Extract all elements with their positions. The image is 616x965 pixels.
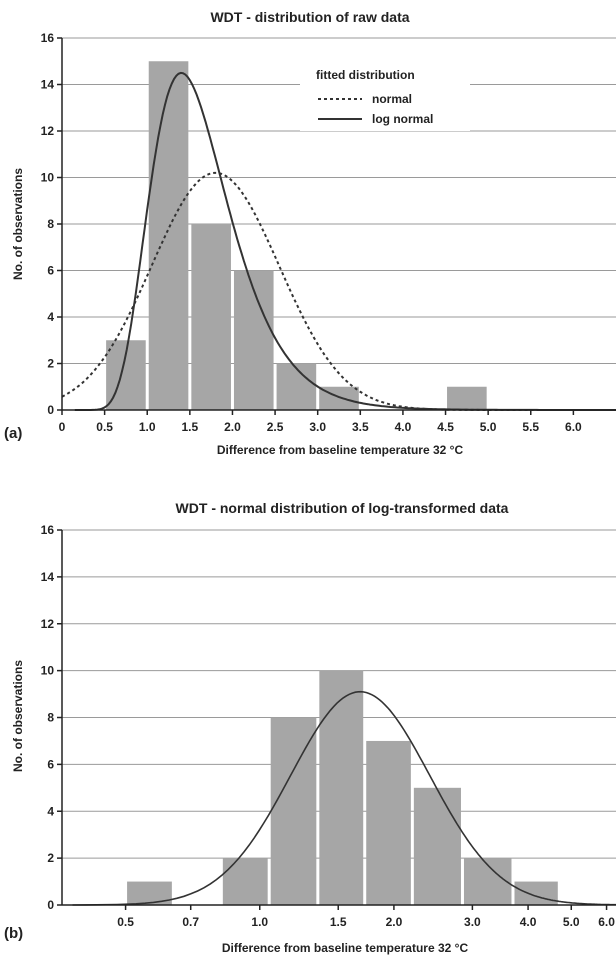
chart-b-y-ticks: 0 2 4 6 8 10 12 14 16 (41, 523, 62, 912)
legend-title: fitted distribution (316, 68, 415, 82)
chart-a-x-axis-label: Difference from baseline temperature 32 … (217, 443, 464, 457)
legend-normal-label: normal (372, 92, 412, 106)
y-tick-label: 8 (47, 217, 54, 231)
x-tick-label: 4.0 (520, 915, 537, 929)
chart-a-y-axis-label: No. of observations (11, 168, 25, 280)
y-tick-label: 0 (47, 898, 54, 912)
histogram-bar (514, 881, 558, 905)
y-tick-label: 2 (47, 851, 54, 865)
chart-panel-a: WDT - distribution of raw data 0 2 4 6 8 10 12… (4, 9, 616, 457)
y-tick-label: 4 (47, 804, 54, 818)
histogram-bar (447, 386, 487, 410)
y-tick-label: 16 (41, 31, 55, 45)
fitted-curve-normal (61, 171, 616, 411)
x-tick-label: 1.5 (330, 915, 347, 929)
histogram-bar (148, 61, 189, 410)
x-tick-label: 6.0 (565, 420, 582, 434)
y-tick-label: 10 (41, 171, 55, 185)
y-tick-label: 0 (47, 403, 54, 417)
x-tick-label: 1.0 (251, 915, 268, 929)
x-tick-label: 4.5 (437, 420, 454, 434)
x-tick-label: 3.5 (352, 420, 369, 434)
y-tick-label: 2 (47, 357, 54, 371)
chart-b-y-axis-label: No. of observations (11, 660, 25, 772)
histogram-bar (276, 363, 317, 410)
chart-panel-b: WDT - normal distribution of log-transfo… (4, 500, 616, 955)
y-tick-label: 16 (41, 523, 55, 537)
x-tick-label: 3.0 (309, 420, 326, 434)
chart-a-bars (106, 61, 487, 410)
y-tick-label: 12 (41, 617, 55, 631)
chart-a-legend: fitted distribution normal log normal (300, 63, 470, 131)
x-tick-label: 2.5 (267, 420, 284, 434)
y-tick-label: 12 (41, 124, 55, 138)
x-tick-label: 0 (59, 420, 66, 434)
chart-a-x-ticks: 0 0.5 1.0 1.5 2.0 2.5 3.0 3.5 4.0 4.5 5.0 5.5 6.0 (59, 410, 582, 434)
y-tick-label: 14 (41, 78, 55, 92)
histogram-bar (127, 881, 172, 905)
y-tick-label: 10 (41, 664, 55, 678)
histogram-bar (413, 787, 461, 905)
chart-b-title: WDT - normal distribution of log-transfo… (176, 500, 509, 516)
fitted-curve-normal (72, 690, 616, 906)
chart-b-panel-label: (b) (4, 925, 23, 942)
y-tick-label: 14 (41, 570, 55, 584)
x-tick-label: 5.0 (563, 915, 580, 929)
x-tick-label: 1.5 (182, 420, 199, 434)
y-tick-label: 4 (47, 310, 54, 324)
chart-b-x-axis-label: Difference from baseline temperature 32 … (222, 941, 469, 955)
y-tick-label: 6 (47, 264, 54, 278)
histogram-bar (191, 224, 231, 410)
chart-b-bars (127, 670, 558, 905)
histogram-bar (366, 740, 411, 905)
x-tick-label: 1.0 (139, 420, 156, 434)
histogram-bar (319, 670, 364, 905)
chart-a-title: WDT - distribution of raw data (210, 9, 409, 25)
x-tick-label: 0.5 (117, 915, 134, 929)
chart-a-panel-label: (a) (4, 425, 22, 442)
x-tick-label: 0.5 (96, 420, 113, 434)
legend-lognormal-label: log normal (372, 112, 433, 126)
x-tick-label: 5.5 (522, 420, 539, 434)
x-tick-label: 6.0 (598, 915, 615, 929)
histogram-bar (270, 717, 317, 905)
chart-b-x-ticks: 0.5 0.7 1.0 1.5 2.0 3.0 4.0 5.0 6.0 (117, 905, 615, 929)
x-tick-label: 0.7 (182, 915, 199, 929)
histogram-bar (222, 858, 268, 905)
chart-b-fitted-curves (72, 690, 616, 906)
x-tick-label: 4.0 (395, 420, 412, 434)
y-tick-label: 8 (47, 711, 54, 725)
x-tick-label: 3.0 (464, 915, 481, 929)
y-tick-label: 6 (47, 757, 54, 771)
histogram-bar (233, 270, 274, 410)
x-tick-label: 2.0 (386, 915, 403, 929)
chart-a-y-ticks: 0 2 4 6 8 10 12 14 16 (41, 31, 62, 417)
x-tick-label: 2.0 (224, 420, 241, 434)
x-tick-label: 5.0 (480, 420, 497, 434)
